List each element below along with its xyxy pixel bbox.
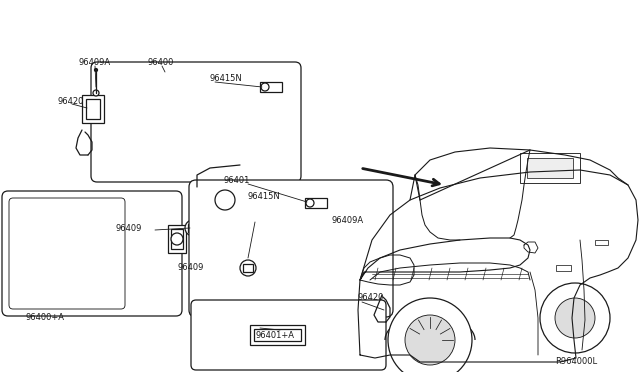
- Bar: [556, 265, 571, 271]
- Text: 96409A: 96409A: [332, 215, 364, 224]
- Circle shape: [95, 68, 97, 71]
- Text: 96401: 96401: [223, 176, 250, 185]
- Circle shape: [171, 233, 183, 245]
- Bar: [527, 158, 573, 178]
- Text: 96415N: 96415N: [210, 74, 243, 83]
- Bar: [188, 224, 198, 232]
- Bar: [250, 325, 305, 345]
- Bar: [171, 229, 183, 249]
- Circle shape: [93, 90, 99, 96]
- Circle shape: [540, 283, 610, 353]
- Text: 96409: 96409: [115, 224, 141, 232]
- Bar: [260, 82, 282, 92]
- Text: 96420: 96420: [358, 294, 385, 302]
- Text: 96415N: 96415N: [248, 192, 281, 201]
- Text: 96420: 96420: [57, 96, 83, 106]
- Circle shape: [240, 260, 256, 276]
- FancyBboxPatch shape: [189, 180, 393, 317]
- Bar: [82, 95, 104, 123]
- Text: R964000L: R964000L: [555, 357, 597, 366]
- Circle shape: [388, 298, 472, 372]
- Circle shape: [405, 315, 455, 365]
- Circle shape: [215, 190, 235, 210]
- Bar: [168, 225, 186, 253]
- FancyBboxPatch shape: [2, 191, 182, 316]
- Bar: [86, 99, 100, 119]
- Text: 96409: 96409: [178, 263, 204, 273]
- Bar: [595, 240, 608, 245]
- FancyBboxPatch shape: [191, 300, 386, 370]
- Text: 96409A: 96409A: [78, 58, 110, 67]
- Bar: [254, 329, 301, 341]
- Circle shape: [306, 199, 314, 207]
- Circle shape: [555, 298, 595, 338]
- FancyBboxPatch shape: [91, 62, 301, 182]
- Text: 96401+A: 96401+A: [255, 330, 294, 340]
- Bar: [243, 264, 253, 272]
- Circle shape: [185, 220, 201, 236]
- FancyBboxPatch shape: [9, 198, 125, 309]
- Circle shape: [261, 83, 269, 91]
- Text: 96400+A: 96400+A: [25, 312, 64, 321]
- Bar: [520, 153, 580, 183]
- Text: 96400: 96400: [148, 58, 174, 67]
- Bar: [305, 198, 327, 208]
